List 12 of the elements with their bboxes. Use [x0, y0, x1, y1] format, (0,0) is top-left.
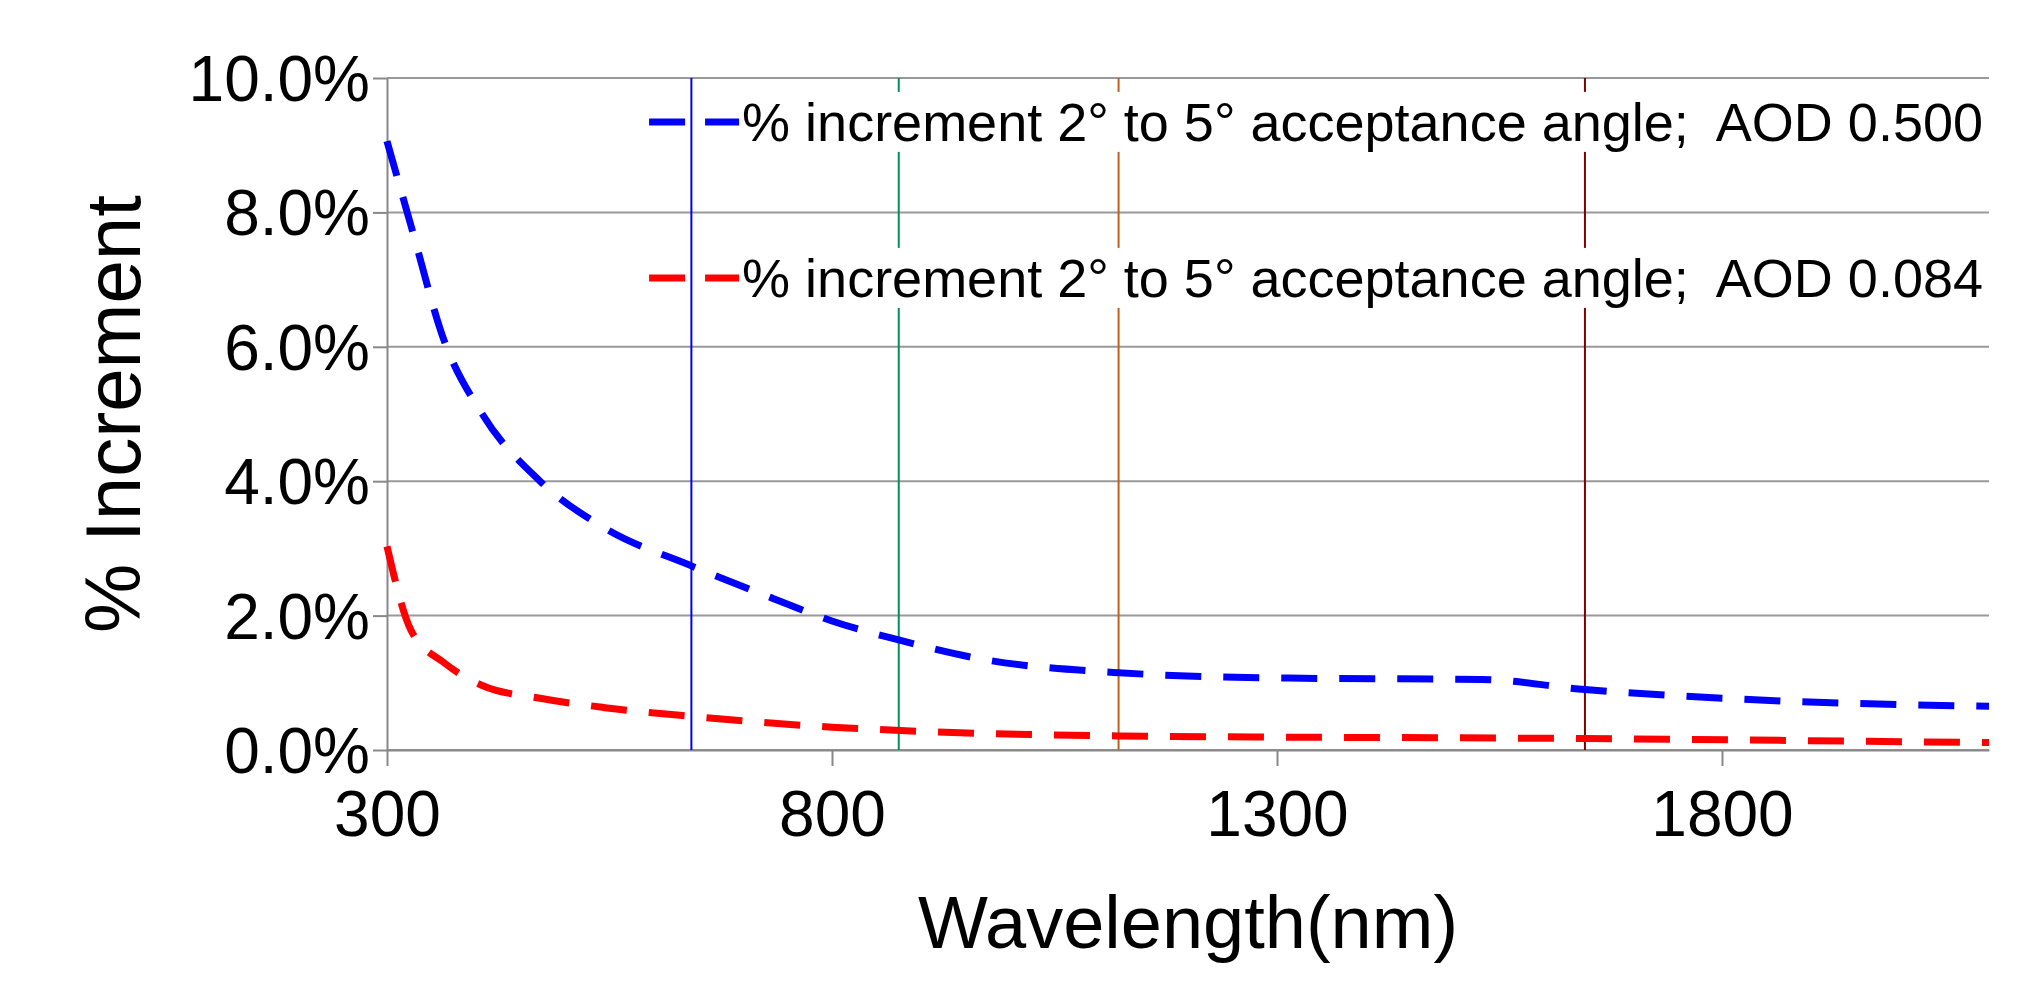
- legend-label: % increment 2° to 5° acceptance angle; AOD 0.500: [742, 91, 1983, 152]
- y-tick-label: 8.0%: [224, 177, 370, 250]
- x-axis-title: Wavelength(nm): [917, 881, 1459, 964]
- y-tick-label: 4.0%: [224, 446, 370, 519]
- y-tick-label: 10.0%: [188, 42, 370, 115]
- x-tick-label: 800: [779, 778, 886, 851]
- y-tick-label: 2.0%: [224, 580, 370, 653]
- y-tick-label: 6.0%: [224, 311, 370, 384]
- x-tick-label: 1300: [1206, 778, 1349, 851]
- x-tick-label: 1800: [1651, 778, 1794, 851]
- y-axis-title: % Increment: [69, 194, 157, 633]
- legend-label: % increment 2° to 5° acceptance angle; AOD 0.084: [742, 247, 1983, 308]
